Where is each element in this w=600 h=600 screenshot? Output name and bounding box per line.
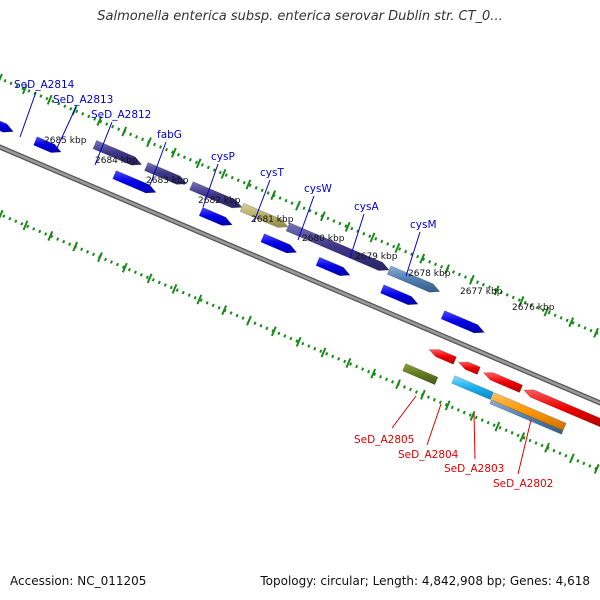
lower-tick-track <box>0 209 600 474</box>
genome-title: Salmonella enterica subsp. enterica sero… <box>97 9 503 24</box>
forward-gene-label[interactable]: SeD_A2812 <box>91 109 151 121</box>
cds-forward-outer-4[interactable] <box>198 207 233 226</box>
forward-gene-label[interactable]: cysW <box>304 183 332 195</box>
forward-leader-line <box>56 106 77 149</box>
gene-reverse-sed-a2802[interactable] <box>490 392 567 431</box>
reverse-gene-label[interactable]: SeD_A2805 <box>354 434 414 446</box>
forward-leader-line <box>202 163 219 208</box>
reverse-gene-label[interactable]: SeD_A2804 <box>398 449 459 461</box>
cds-reverse-2[interactable] <box>457 361 481 375</box>
cds-forward-outer-6[interactable] <box>315 256 351 277</box>
forward-leader-line <box>149 141 167 186</box>
kbp-label: 2679 kbp <box>355 252 398 262</box>
gene-reverse-sed-a2803[interactable] <box>451 375 494 400</box>
gene-forward-cysw[interactable] <box>285 222 390 271</box>
gene-forward-sed-a2812[interactable] <box>92 140 143 166</box>
reverse-leader-line <box>391 395 417 429</box>
forward-leader-line <box>349 213 365 259</box>
forward-leader-line <box>19 91 37 138</box>
gene-reverse-sed-a2802-b[interactable] <box>489 399 564 435</box>
forward-leader-line <box>94 121 113 166</box>
forward-gene-label[interactable]: cysA <box>354 201 379 213</box>
forward-gene-label[interactable]: cysM <box>410 219 437 231</box>
kbp-label: 2676 kbp <box>512 303 555 313</box>
cds-forward-outer-2[interactable] <box>33 136 62 153</box>
cds-reverse-1[interactable] <box>428 349 457 365</box>
kbp-label: 2685 kbp <box>44 136 87 146</box>
backbone-line <box>0 145 600 405</box>
kbp-label: 2678 kbp <box>408 269 451 279</box>
genome-summary-text: Topology: circular; Length: 4,842,908 bp… <box>260 574 590 588</box>
gene-reverse-sed-a2805[interactable] <box>402 363 439 385</box>
cds-forward-outer-3[interactable] <box>112 170 157 194</box>
forward-gene-label[interactable]: cysT <box>260 167 284 179</box>
gene-feature-layer <box>0 118 600 435</box>
cds-reverse-4[interactable] <box>523 389 600 428</box>
gene-forward-fabg[interactable] <box>144 162 188 185</box>
kbp-label: 2682 kbp <box>198 196 241 206</box>
upper-tick-track <box>0 73 599 338</box>
genome-backbone <box>0 144 600 406</box>
forward-leader-line <box>253 179 271 223</box>
forward-leader-line <box>405 231 421 277</box>
forward-gene-label[interactable]: cysP <box>211 151 235 163</box>
kbp-label: 2677 kbp <box>460 287 503 297</box>
kbp-label: 2680 kbp <box>302 234 345 244</box>
cds-forward-outer-1[interactable] <box>0 118 14 133</box>
forward-gene-label[interactable]: SeD_A2814 <box>14 79 75 91</box>
reverse-leader-line <box>426 403 442 446</box>
kbp-label: 2681 kbp <box>251 215 294 225</box>
cds-forward-outer-5[interactable] <box>260 233 298 254</box>
reverse-leader-line <box>473 412 476 460</box>
gene-forward-cysp[interactable] <box>189 181 243 209</box>
label-layer: 2685 kbp 2684 kbp 2683 kbp 2682 kbp 2681 kbp… <box>14 79 555 490</box>
cds-forward-outer-7[interactable] <box>380 284 419 306</box>
reverse-gene-label[interactable]: SeD_A2803 <box>444 463 504 475</box>
reverse-leader-line <box>517 419 532 475</box>
kbp-label: 2683 kbp <box>146 176 189 186</box>
cds-reverse-3[interactable] <box>482 372 523 393</box>
kbp-label: 2684 kbp <box>95 156 138 166</box>
forward-gene-label[interactable]: fabG <box>157 129 182 141</box>
forward-leader-line <box>297 195 315 241</box>
gene-forward-cyst[interactable] <box>239 202 289 228</box>
tick-track-layer <box>0 73 600 474</box>
forward-gene-label[interactable]: SeD_A2813 <box>53 94 113 106</box>
reverse-gene-label[interactable]: SeD_A2802 <box>493 478 553 490</box>
cds-forward-outer-8[interactable] <box>440 310 485 334</box>
accession-text: Accession: NC_011205 <box>10 574 147 588</box>
gene-forward-cysm[interactable] <box>386 265 441 293</box>
